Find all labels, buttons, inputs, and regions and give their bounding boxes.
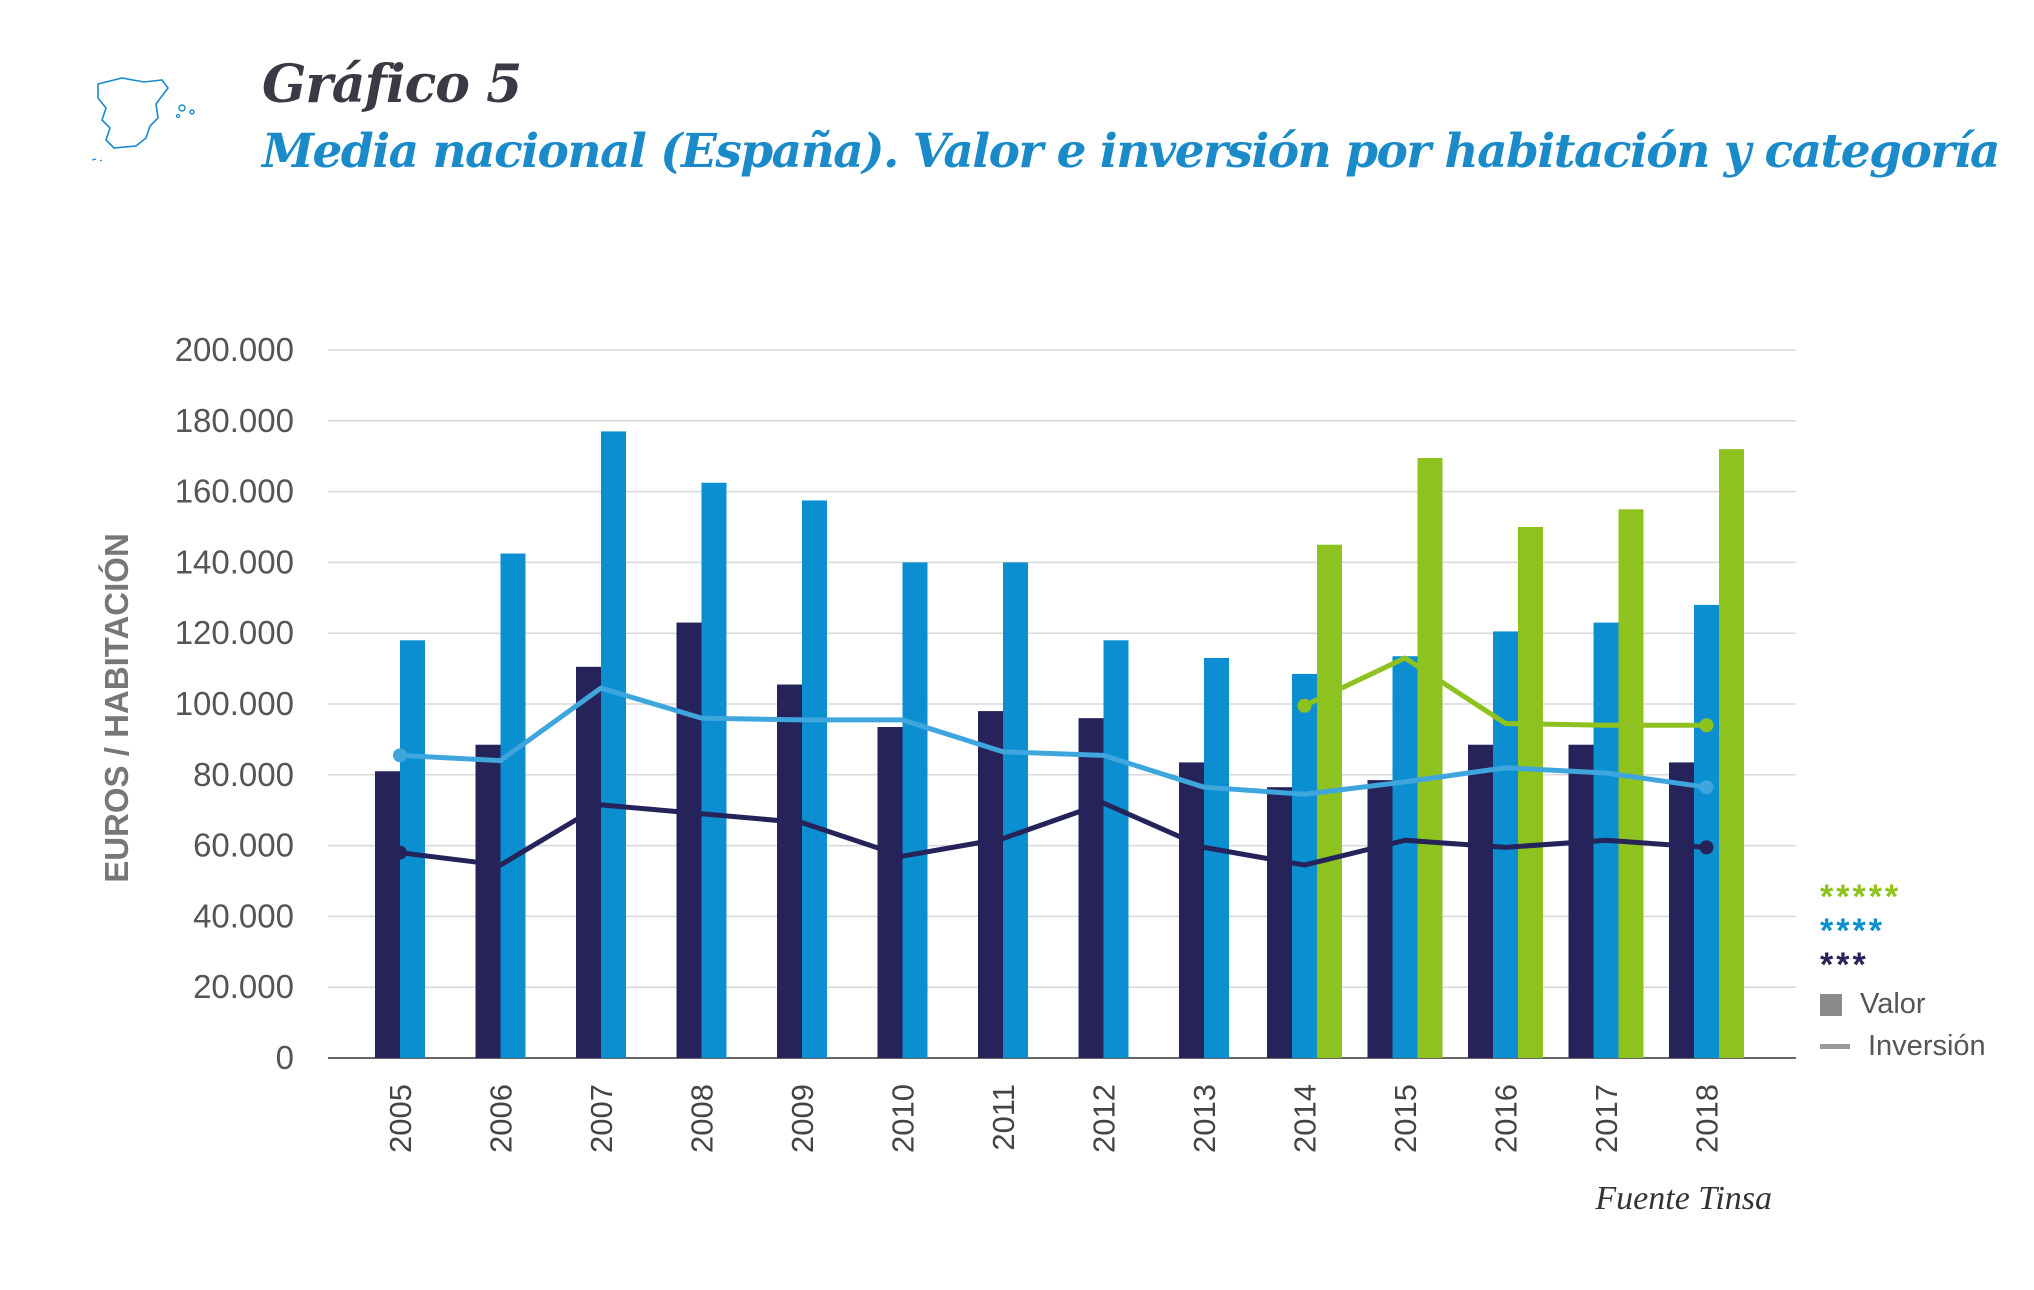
bar-three_star (1078, 718, 1104, 1058)
bar-three_star (475, 744, 501, 1058)
bar-three_star (877, 727, 903, 1058)
bar-four_star (1204, 657, 1229, 1058)
y-tick-label: 20.000 (193, 968, 294, 1005)
bar-three_star (777, 684, 802, 1058)
y-tick-label: 120.000 (175, 614, 294, 651)
point-four_star_line (393, 748, 407, 763)
bar-four_star (701, 482, 727, 1058)
legend-inversion-swatch (1820, 1044, 1850, 1049)
bar-three_star (978, 711, 1003, 1058)
bar-four_star (802, 500, 827, 1058)
bar-three_star (676, 622, 702, 1058)
x-tick-label: 2015 (1388, 1084, 1423, 1153)
x-tick-label: 2006 (484, 1084, 519, 1153)
bar-three_star (375, 771, 400, 1058)
point-four_star_line (1699, 780, 1714, 795)
line-four_star_line (399, 685, 1707, 797)
x-tick-label: 2018 (1690, 1084, 1725, 1153)
bar-three_star (1179, 762, 1204, 1058)
y-axis-title: EUROS / HABITACIÓN (98, 533, 135, 883)
chart-title: Media nacional (España). Valor e inversi… (262, 124, 2000, 179)
bar-four_star (1103, 640, 1129, 1058)
x-tick-label: 2009 (785, 1084, 820, 1153)
y-tick-label: 200.000 (175, 331, 294, 368)
bar-four_star (1694, 604, 1719, 1058)
y-tick-label: 140.000 (175, 543, 294, 580)
x-tick-label: 2010 (886, 1084, 921, 1153)
x-tick-label: 2012 (1087, 1084, 1122, 1153)
legend-five-star: ***** (1820, 878, 1902, 916)
line-five_star (1303, 655, 1707, 728)
legend-valor-label: Valor (1860, 988, 1926, 1020)
chart-number-label: Gráfico 5 (262, 54, 522, 115)
line-three_star (399, 800, 1707, 868)
bar-three_star (1568, 744, 1594, 1058)
legend-four-star: **** (1820, 912, 1885, 950)
bar-four_star (902, 562, 928, 1058)
legend-three-star: *** (1820, 946, 1869, 984)
point-three_star (1699, 840, 1714, 855)
y-tick-label: 100.000 (175, 685, 294, 722)
legend-valor: Valor (1820, 988, 1926, 1021)
bar-three_star (1669, 762, 1694, 1058)
bar-five_star (1518, 527, 1543, 1058)
point-five_star (1699, 718, 1714, 733)
x-tick-label: 2005 (383, 1084, 418, 1153)
bar-five_star (1417, 457, 1443, 1059)
bar-five_star (1719, 449, 1744, 1058)
y-tick-label: 40.000 (193, 897, 294, 934)
legend-inversion-label: Inversión (1868, 1030, 1986, 1062)
point-three_star (393, 845, 407, 860)
point-five_star (1297, 698, 1312, 713)
x-tick-label: 2017 (1589, 1084, 1624, 1153)
x-tick-label: 2013 (1187, 1084, 1222, 1153)
bar-four_star (1392, 656, 1418, 1058)
y-tick-label: 60.000 (193, 827, 294, 864)
legend-valor-swatch (1820, 993, 1842, 1016)
x-tick-label: 2016 (1489, 1084, 1524, 1153)
source-note: Fuente Tinsa (1595, 1180, 1772, 1217)
bar-four_star (500, 553, 526, 1058)
bar-three_star (576, 666, 601, 1058)
x-tick-label: 2007 (584, 1084, 619, 1153)
bar-three_star (1468, 744, 1493, 1058)
x-tick-label: 2011 (986, 1084, 1021, 1151)
bar-four_star (1003, 562, 1028, 1058)
y-tick-label: 0 (276, 1039, 294, 1076)
bar-four_star (601, 431, 626, 1058)
x-tick-label: 2008 (685, 1084, 720, 1153)
y-tick-label: 160.000 (175, 473, 294, 510)
bar-three_star (1367, 780, 1393, 1058)
y-tick-label: 180.000 (175, 402, 294, 439)
bar-three_star (1267, 787, 1292, 1058)
legend-inversion: Inversión (1820, 1030, 1986, 1063)
y-tick-label: 80.000 (193, 756, 294, 793)
bar-five_star (1618, 509, 1644, 1058)
spain-map-icon (92, 77, 195, 162)
bar-five_star (1317, 544, 1342, 1058)
x-tick-label: 2014 (1288, 1084, 1323, 1153)
